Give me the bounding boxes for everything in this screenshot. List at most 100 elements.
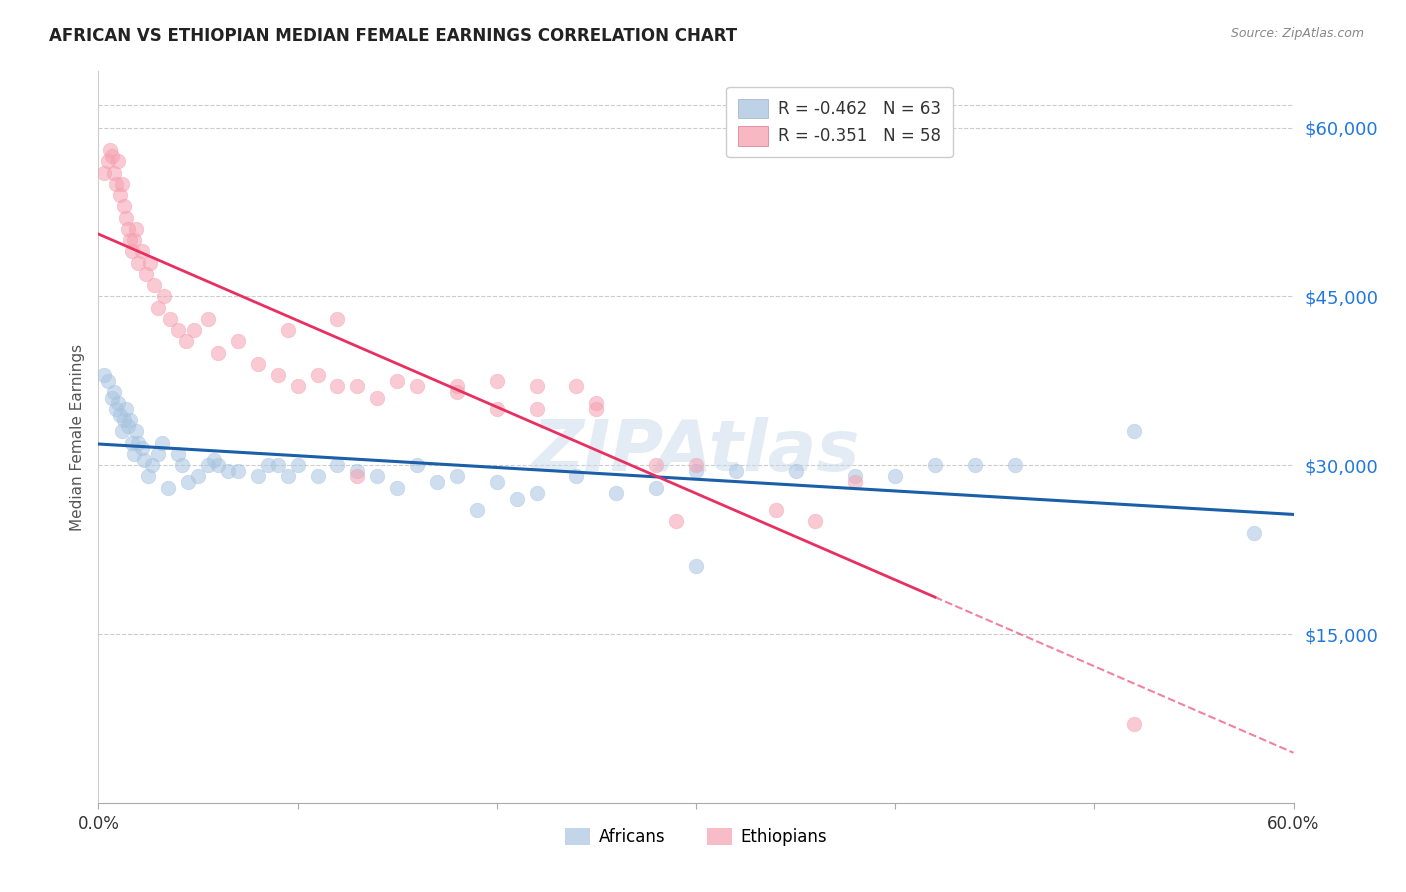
Point [101,149,124,163]
Point [103,385,125,400]
Point [139,255,162,269]
Point [172,458,194,473]
Point [111,177,134,191]
Point [307,368,329,383]
Point [167,447,190,461]
Point [217,464,239,478]
Point [685,464,707,478]
Point [246,469,269,483]
Point [1243,525,1265,540]
Point [1123,425,1146,439]
Point [426,475,449,489]
Point [565,469,588,483]
Point [112,413,135,427]
Point [115,401,138,416]
Point [485,475,508,489]
Point [326,312,349,326]
Legend: Africans, Ethiopians: Africans, Ethiopians [558,822,834,853]
Point [150,435,173,450]
Point [346,464,368,478]
Point [141,458,163,473]
Point [197,458,219,473]
Point [526,401,548,416]
Point [267,458,290,473]
Point [366,391,388,405]
Point [665,515,688,529]
Point [406,458,429,473]
Point [135,267,157,281]
Point [385,374,409,388]
Point [120,413,142,427]
Point [97,154,120,169]
Point [645,458,668,473]
Point [963,458,986,473]
Point [506,491,529,506]
Point [924,458,946,473]
Point [143,278,166,293]
Point [167,323,190,337]
Point [125,425,148,439]
Point [136,469,159,483]
Point [585,401,607,416]
Point [101,391,124,405]
Point [105,401,128,416]
Point [645,481,668,495]
Point [844,469,866,483]
Point [124,233,146,247]
Point [159,312,181,326]
Point [97,374,120,388]
Point [111,425,134,439]
Point [685,458,707,473]
Point [174,334,197,349]
Point [585,396,607,410]
Point [93,368,115,383]
Point [785,464,807,478]
Point [277,323,299,337]
Point [465,503,488,517]
Point [765,503,787,517]
Point [1123,717,1146,731]
Point [1004,458,1026,473]
Point [117,222,139,236]
Y-axis label: Median Female Earnings: Median Female Earnings [69,343,84,531]
Point [112,199,135,213]
Point [346,379,368,393]
Point [177,475,200,489]
Point [446,469,468,483]
Point [446,385,468,400]
Point [107,154,129,169]
Point [124,447,146,461]
Point [98,143,122,157]
Point [884,469,907,483]
Point [485,374,508,388]
Point [103,166,125,180]
Point [207,345,229,359]
Point [346,469,368,483]
Point [307,469,329,483]
Text: ZIPAtlas: ZIPAtlas [531,417,860,486]
Point [485,401,508,416]
Point [804,515,827,529]
Point [127,255,149,269]
Point [287,458,309,473]
Point [565,379,588,393]
Point [207,458,229,473]
Point [134,452,156,467]
Text: Source: ZipAtlas.com: Source: ZipAtlas.com [1230,27,1364,40]
Point [115,211,138,225]
Point [526,379,548,393]
Point [226,334,249,349]
Point [246,357,269,371]
Point [226,464,249,478]
Point [187,469,209,483]
Point [121,435,143,450]
Point [526,486,548,500]
Point [117,418,139,433]
Point [183,323,205,337]
Point [131,244,153,259]
Point [385,481,409,495]
Point [107,396,129,410]
Point [326,458,349,473]
Point [110,188,132,202]
Point [121,244,143,259]
